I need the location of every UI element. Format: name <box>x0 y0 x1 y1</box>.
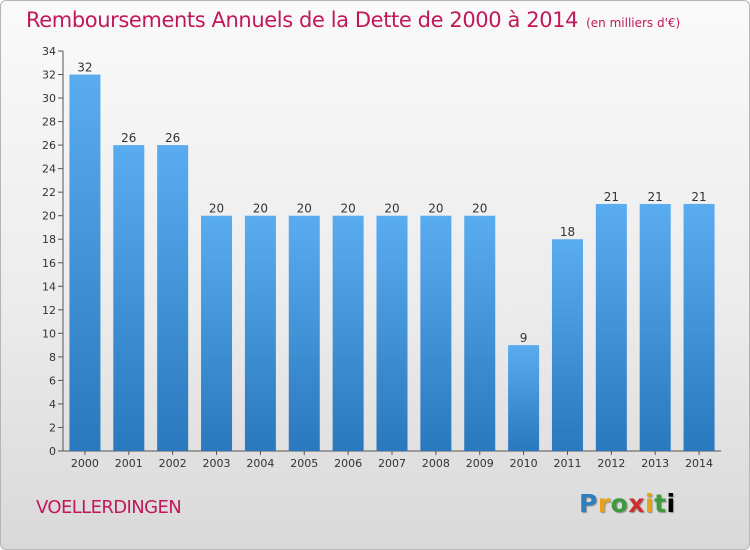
bar <box>683 203 715 451</box>
bar <box>332 215 364 451</box>
chart-title-text: Remboursements Annuels de la Dette de 20… <box>26 8 579 32</box>
y-tick-label: 14 <box>42 280 56 293</box>
data-label: 21 <box>604 190 619 204</box>
bar <box>508 345 540 451</box>
commune-name: VOELLERDINGEN <box>36 497 182 518</box>
x-tick-label: 2008 <box>422 457 450 470</box>
data-label: 20 <box>253 202 268 216</box>
data-label: 26 <box>121 131 136 145</box>
logo-letter: o <box>610 489 629 518</box>
x-tick-label: 2010 <box>510 457 538 470</box>
y-tick-label: 26 <box>42 139 56 152</box>
y-tick-label: 30 <box>42 92 56 105</box>
chart-subtitle: (en milliers d'€) <box>586 16 681 30</box>
chart-title: Remboursements Annuels de la Dette de 20… <box>26 8 680 32</box>
bar <box>551 239 583 451</box>
y-tick-label: 6 <box>49 374 56 387</box>
data-label: 21 <box>648 190 663 204</box>
x-tick-label: 2014 <box>685 457 713 470</box>
y-tick-label: 34 <box>42 45 56 58</box>
data-label: 18 <box>560 225 575 239</box>
bar <box>595 203 627 451</box>
y-tick-label: 4 <box>49 398 56 411</box>
data-label: 21 <box>691 190 706 204</box>
data-label: 32 <box>77 61 92 75</box>
logo-letter: P <box>579 489 598 518</box>
y-tick-label: 18 <box>42 233 56 246</box>
x-tick-label: 2002 <box>159 457 187 470</box>
bar <box>420 215 452 451</box>
x-tick-label: 2011 <box>553 457 581 470</box>
x-tick-label: 2001 <box>115 457 143 470</box>
bar <box>113 145 145 451</box>
x-tick-label: 2006 <box>334 457 362 470</box>
data-label: 9 <box>520 331 528 345</box>
y-tick-label: 12 <box>42 304 56 317</box>
bar <box>464 215 496 451</box>
y-tick-label: 8 <box>49 351 56 364</box>
logo-letter: t <box>654 489 667 518</box>
y-tick-label: 20 <box>42 210 56 223</box>
bar <box>244 215 276 451</box>
proxiti-logo: Proxiti <box>579 489 676 518</box>
y-tick-label: 2 <box>49 421 56 434</box>
y-tick-label: 22 <box>42 186 56 199</box>
data-label: 20 <box>297 202 312 216</box>
x-tick-label: 2007 <box>378 457 406 470</box>
y-tick-label: 10 <box>42 327 56 340</box>
data-label: 20 <box>428 202 443 216</box>
y-tick-label: 16 <box>42 257 56 270</box>
x-tick-label: 2004 <box>246 457 274 470</box>
data-label: 20 <box>340 202 355 216</box>
data-label: 20 <box>472 202 487 216</box>
logo-letter: r <box>597 489 611 518</box>
x-tick-label: 2000 <box>71 457 99 470</box>
bar <box>157 145 189 451</box>
x-tick-label: 2003 <box>203 457 231 470</box>
bar <box>201 215 233 451</box>
data-label: 26 <box>165 131 180 145</box>
x-tick-label: 2005 <box>290 457 318 470</box>
bar <box>69 74 101 451</box>
x-tick-label: 2012 <box>597 457 625 470</box>
data-label: 20 <box>209 202 224 216</box>
logo-letter: i <box>666 489 676 518</box>
bar <box>639 203 671 451</box>
x-tick-label: 2009 <box>466 457 494 470</box>
y-tick-label: 0 <box>49 445 56 458</box>
y-tick-label: 32 <box>42 69 56 82</box>
bar <box>376 215 408 451</box>
data-label: 20 <box>384 202 399 216</box>
logo-letter: i <box>645 489 655 518</box>
y-tick-label: 28 <box>42 116 56 129</box>
bar <box>288 215 320 451</box>
y-tick-label: 24 <box>42 163 56 176</box>
x-tick-label: 2013 <box>641 457 669 470</box>
logo-letter: x <box>628 489 645 518</box>
